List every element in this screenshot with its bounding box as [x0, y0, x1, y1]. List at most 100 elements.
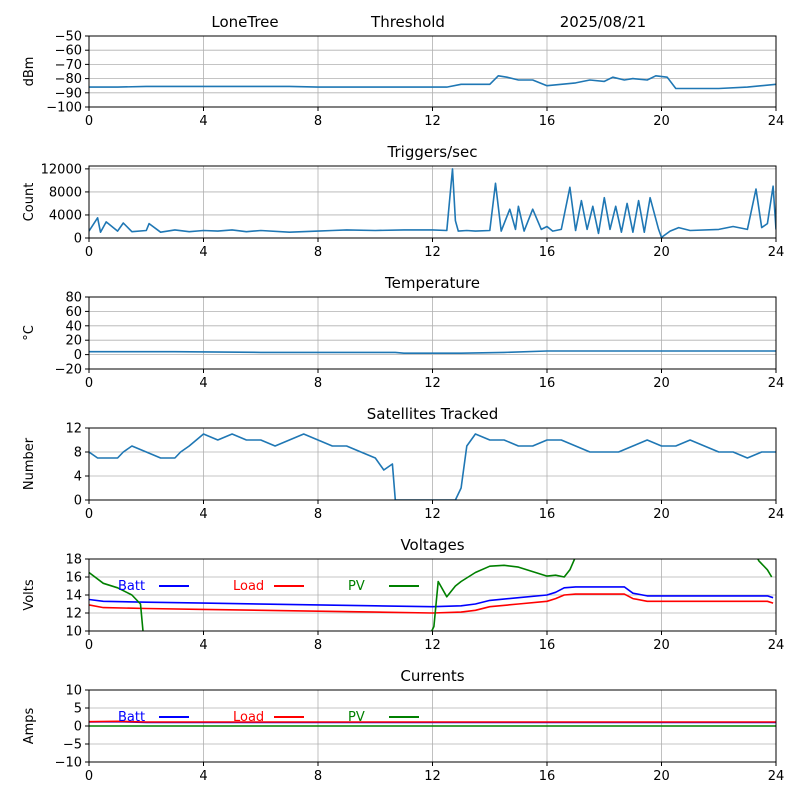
x-tick-label: 8: [314, 245, 322, 260]
y-axis-label: Count: [22, 183, 37, 222]
x-tick-label: 4: [199, 376, 207, 391]
x-tick-label: 20: [653, 114, 670, 129]
chart-panel-5: 0 4 8 12 16 20 24 −10 −5 0 5 10 Currents Amps Batt Load…: [22, 667, 784, 784]
y-tick-label: 14: [65, 589, 82, 604]
x-tick-label: 24: [768, 245, 785, 260]
y-tick-label: 12: [65, 607, 82, 622]
chart-panel-3: 0 4 8 12 16 20 24 0 4 8 12 Satellites Tracked Number: [22, 405, 784, 522]
x-tick-label: 4: [199, 769, 207, 784]
header-date: 2025/08/21: [560, 13, 646, 31]
legend-label-load: Load: [233, 710, 264, 725]
x-tick-label: 12: [424, 245, 441, 260]
x-tick-label: 20: [653, 376, 670, 391]
series-line-0: [89, 168, 776, 238]
x-tick-label: 20: [653, 638, 670, 653]
y-tick-label: 0: [74, 720, 82, 735]
y-tick-label: −60: [55, 44, 82, 59]
x-tick-label: 16: [539, 638, 556, 653]
x-tick-label: 12: [424, 638, 441, 653]
x-tick-label: 20: [653, 507, 670, 522]
legend-label-pv: PV: [348, 579, 365, 594]
y-tick-label: 40: [65, 319, 82, 334]
chart-panel-0: 0 4 8 12 16 20 24 −100−90−80−70−60−50 dBm: [22, 30, 784, 130]
y-tick-label: 0: [74, 232, 82, 247]
x-tick-label: 24: [768, 507, 785, 522]
y-axis-label: Amps: [22, 707, 37, 744]
y-tick-label: −80: [55, 72, 82, 87]
y-tick-label: 12: [65, 422, 82, 437]
x-tick-label: 0: [85, 507, 93, 522]
y-tick-label: 20: [65, 334, 82, 349]
x-tick-label: 16: [539, 114, 556, 129]
x-tick-label: 8: [314, 114, 322, 129]
y-tick-label: 18: [65, 553, 82, 568]
y-tick-label: 0: [74, 494, 82, 509]
legend-label-pv: PV: [348, 710, 365, 725]
x-tick-label: 12: [424, 114, 441, 129]
chart-title: Satellites Tracked: [367, 405, 498, 423]
x-tick-label: 12: [424, 769, 441, 784]
y-tick-label: 4: [74, 470, 82, 485]
y-tick-label: 8: [74, 446, 82, 461]
x-tick-label: 24: [768, 114, 785, 129]
chart-title: Voltages: [400, 536, 464, 554]
x-tick-label: 12: [424, 507, 441, 522]
y-tick-label: 10: [65, 625, 82, 640]
series-line-0: [89, 75, 776, 90]
x-tick-label: 16: [539, 245, 556, 260]
y-tick-label: −90: [55, 86, 82, 101]
x-tick-label: 16: [539, 507, 556, 522]
chart-title: Triggers/sec: [387, 143, 478, 161]
x-tick-label: 8: [314, 638, 322, 653]
series-line-load: [89, 720, 776, 723]
x-tick-label: 16: [539, 769, 556, 784]
x-tick-label: 20: [653, 769, 670, 784]
x-tick-label: 4: [199, 114, 207, 129]
x-tick-label: 4: [199, 245, 207, 260]
x-tick-label: 8: [314, 376, 322, 391]
y-tick-label: −100: [46, 101, 82, 116]
y-tick-label: 10: [65, 684, 82, 699]
y-tick-label: 4000: [49, 208, 82, 223]
chart-panel-4: 0 4 8 12 16 20 24 10 12 14 16 18 Voltages Volts Batt Lo…: [22, 536, 784, 653]
header-site: LoneTree: [211, 13, 278, 31]
x-tick-label: 0: [85, 376, 93, 391]
series-line-pv: [89, 559, 773, 631]
x-tick-label: 16: [539, 376, 556, 391]
y-tick-label: 8000: [49, 185, 82, 200]
series-line-0: [89, 433, 776, 500]
x-tick-label: 4: [199, 638, 207, 653]
y-axis-label: Number: [22, 437, 37, 490]
y-tick-label: 16: [65, 571, 82, 586]
x-tick-label: 12: [424, 376, 441, 391]
y-tick-label: 60: [65, 305, 82, 320]
y-tick-label: 0: [74, 348, 82, 363]
y-tick-label: −50: [55, 30, 82, 45]
x-tick-label: 8: [314, 507, 322, 522]
x-tick-label: 20: [653, 245, 670, 260]
series-line-0: [89, 350, 776, 355]
y-tick-label: −20: [55, 363, 82, 378]
x-tick-label: 24: [768, 769, 785, 784]
y-tick-label: 12000: [41, 162, 82, 177]
chart-title: Temperature: [384, 274, 480, 292]
y-tick-label: 80: [65, 291, 82, 306]
legend-label-batt: Batt: [118, 710, 145, 725]
legend-label-load: Load: [233, 579, 264, 594]
x-tick-label: 4: [199, 507, 207, 522]
y-axis-label: °C: [22, 325, 37, 341]
x-tick-label: 8: [314, 769, 322, 784]
legend-label-batt: Batt: [118, 579, 145, 594]
header-mode: Threshold: [370, 13, 445, 31]
x-tick-label: 0: [85, 114, 93, 129]
y-tick-label: −10: [55, 756, 82, 771]
y-axis-label: dBm: [22, 57, 37, 87]
y-tick-label: 5: [74, 702, 82, 717]
y-tick-label: −5: [63, 738, 82, 753]
chart-title: Currents: [400, 667, 464, 685]
series-line-load: [89, 593, 774, 614]
chart-panel-1: 0 4 8 12 16 20 24 0 4000 8000 12000 Triggers/sec Cou…: [22, 143, 784, 260]
